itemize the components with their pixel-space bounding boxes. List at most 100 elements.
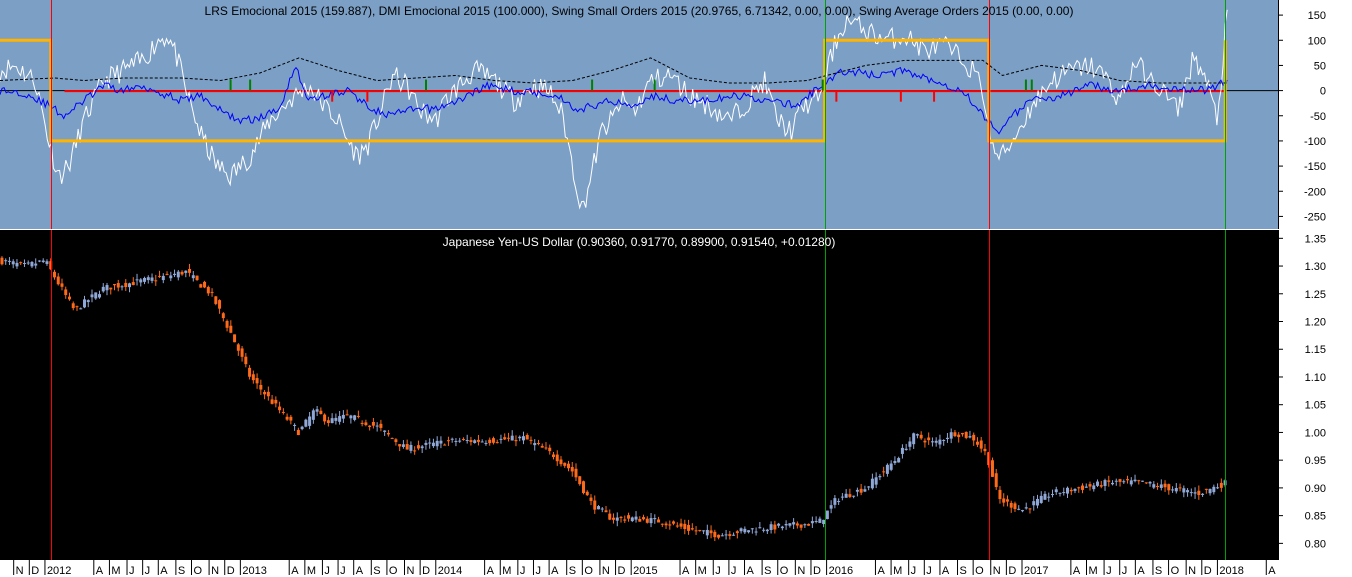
signal-lines bbox=[51, 0, 1226, 560]
candle-body bbox=[739, 528, 743, 532]
x-tick-label: A bbox=[160, 565, 168, 577]
x-tick-label: 2017 bbox=[1024, 565, 1048, 577]
candle-body bbox=[371, 422, 375, 426]
candle-body bbox=[687, 525, 691, 531]
candle-body bbox=[555, 454, 559, 462]
candle-body bbox=[859, 488, 863, 493]
candle-body bbox=[945, 437, 949, 439]
candle-body bbox=[315, 409, 319, 412]
candle-body bbox=[788, 523, 792, 526]
candle-body bbox=[979, 440, 983, 449]
x-tick-label: O bbox=[1171, 565, 1180, 577]
candle-body bbox=[1013, 503, 1017, 510]
candle-body bbox=[184, 270, 188, 273]
lower-y-axis: 1.35 1.30 1.25 1.20 1.15 1.10 1.05 1.00 0.95 0.90… bbox=[1278, 233, 1326, 550]
candle-body bbox=[690, 528, 694, 530]
y-tick-label: 0 bbox=[1320, 86, 1326, 98]
x-tick-label: D bbox=[31, 565, 39, 577]
candle-body bbox=[1137, 480, 1141, 482]
candle-body bbox=[893, 460, 897, 464]
candle-body bbox=[266, 391, 270, 397]
candle-body bbox=[762, 529, 766, 531]
candle-body bbox=[848, 494, 852, 497]
x-tick-label: J bbox=[535, 565, 541, 577]
candle-body bbox=[822, 519, 826, 525]
candle-body bbox=[67, 296, 71, 300]
candle-body bbox=[645, 518, 649, 523]
candle-body bbox=[131, 282, 135, 286]
candle-body bbox=[585, 491, 589, 496]
x-tick-label: A bbox=[487, 565, 495, 577]
candle-body bbox=[777, 523, 781, 526]
candle-body bbox=[1174, 487, 1178, 492]
candle-body bbox=[1073, 488, 1077, 491]
x-tick-label: 2012 bbox=[47, 565, 71, 577]
candle-body bbox=[368, 425, 372, 428]
candle-body bbox=[855, 489, 859, 492]
candle-body bbox=[345, 414, 349, 416]
candle-body bbox=[105, 285, 109, 291]
x-tick-label: O bbox=[584, 565, 593, 577]
y-tick-label: 1.25 bbox=[1305, 289, 1326, 301]
candle-body bbox=[473, 440, 477, 444]
y-tick-label: -100 bbox=[1304, 136, 1326, 148]
candle-body bbox=[983, 448, 987, 452]
candle-body bbox=[26, 262, 30, 264]
lower-chart-title: Japanese Yen-US Dollar (0.90360, 0.91770… bbox=[443, 235, 836, 249]
candle-body bbox=[994, 473, 998, 488]
y-tick-label: 1.05 bbox=[1305, 400, 1326, 412]
candle-body bbox=[1062, 492, 1066, 494]
candle-body bbox=[889, 463, 893, 470]
candle-body bbox=[255, 378, 259, 384]
x-tick-label: 2015 bbox=[633, 565, 657, 577]
y-tick-label: -250 bbox=[1304, 211, 1326, 223]
candle-body bbox=[566, 463, 570, 469]
candle-body bbox=[1201, 493, 1205, 495]
y-tick-label: 1.20 bbox=[1305, 317, 1326, 329]
candle-body bbox=[188, 268, 192, 273]
x-tick-label: J bbox=[145, 565, 151, 577]
candle-body bbox=[521, 436, 525, 441]
candle-body bbox=[870, 478, 874, 489]
candle-body bbox=[1043, 493, 1047, 500]
candle-body bbox=[938, 439, 942, 445]
x-tick-label: 2014 bbox=[438, 565, 462, 577]
candle-body bbox=[724, 534, 728, 536]
x-tick-label: N bbox=[1188, 565, 1196, 577]
candle-body bbox=[792, 522, 796, 525]
candle-body bbox=[311, 410, 315, 420]
candle-body bbox=[1005, 499, 1009, 502]
lrs-line bbox=[0, 9, 1228, 210]
candle-body bbox=[79, 308, 83, 310]
x-tick-label: M bbox=[111, 565, 120, 577]
candle-body bbox=[491, 438, 495, 443]
x-tick-label: J bbox=[1122, 565, 1128, 577]
candle-body bbox=[49, 261, 53, 270]
candle-body bbox=[1020, 510, 1024, 512]
candle-body bbox=[934, 440, 938, 443]
upper-y-axis: 150 100 50 0 -50 -100 -150 -200 -250 bbox=[1278, 10, 1326, 223]
candle-body bbox=[300, 426, 304, 430]
candle-body bbox=[1054, 489, 1058, 493]
x-tick-label: A bbox=[747, 565, 755, 577]
candle-body bbox=[499, 438, 503, 440]
x-tick-label: M bbox=[307, 565, 316, 577]
candle-body bbox=[503, 437, 507, 440]
candle-body bbox=[672, 521, 676, 524]
x-tick-label: S bbox=[764, 565, 771, 577]
candle-body bbox=[251, 374, 255, 381]
y-tick-label: 1.00 bbox=[1305, 427, 1326, 439]
candle-body bbox=[383, 430, 387, 432]
candle-body bbox=[37, 260, 41, 262]
candle-body bbox=[593, 500, 597, 510]
candle-body bbox=[799, 524, 803, 528]
candle-body bbox=[34, 263, 38, 266]
candle-body bbox=[915, 434, 919, 436]
candle-body bbox=[30, 261, 34, 267]
candle-body bbox=[964, 431, 968, 438]
x-tick-label: O bbox=[780, 565, 789, 577]
candle-body bbox=[4, 260, 8, 262]
candle-body bbox=[551, 454, 555, 458]
candle-body bbox=[225, 320, 229, 328]
